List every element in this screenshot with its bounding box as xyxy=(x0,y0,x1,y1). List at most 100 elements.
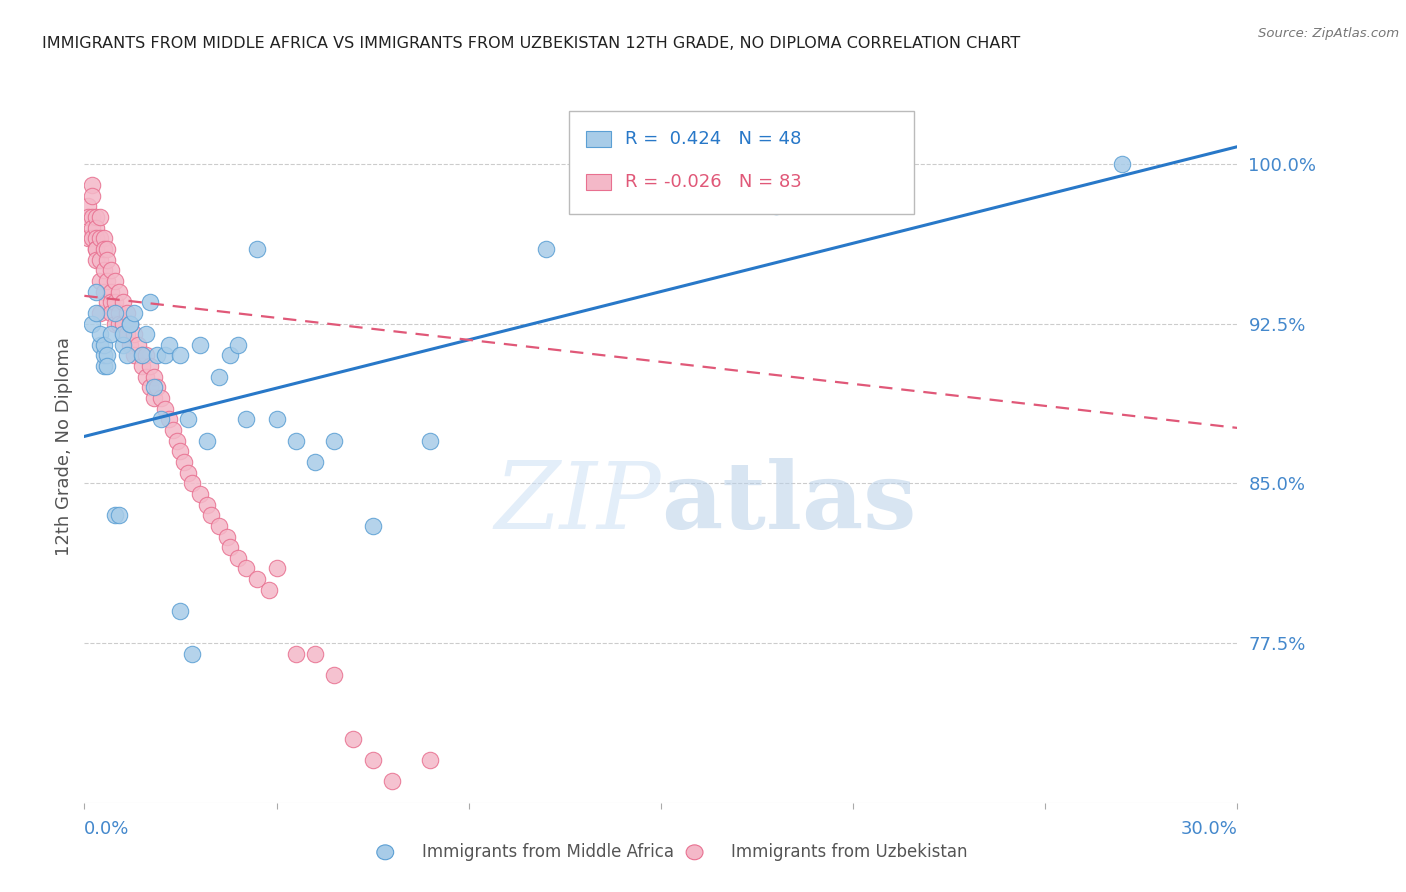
Point xyxy=(419,753,441,767)
Text: ZIP: ZIP xyxy=(494,458,661,548)
Point xyxy=(89,210,111,224)
Point xyxy=(111,295,134,310)
Point xyxy=(115,349,138,363)
Point xyxy=(765,199,787,213)
Point xyxy=(169,604,191,618)
Point xyxy=(96,274,118,288)
Point xyxy=(181,647,204,661)
Point xyxy=(323,434,346,448)
Point xyxy=(93,338,115,352)
Point xyxy=(96,295,118,310)
Point xyxy=(226,338,249,352)
Point xyxy=(89,327,111,342)
Point xyxy=(84,252,107,267)
Point xyxy=(534,242,557,256)
Point xyxy=(115,327,138,342)
Text: Source: ZipAtlas.com: Source: ZipAtlas.com xyxy=(1258,27,1399,40)
Point xyxy=(153,401,176,416)
Point xyxy=(246,242,269,256)
Point xyxy=(135,349,157,363)
Point xyxy=(93,359,115,373)
Point xyxy=(80,220,103,235)
Point xyxy=(200,508,222,523)
Point xyxy=(100,306,122,320)
Point xyxy=(100,327,122,342)
Point xyxy=(111,327,134,342)
Point xyxy=(142,380,165,394)
Point xyxy=(361,753,384,767)
Point xyxy=(361,519,384,533)
Point xyxy=(138,359,160,373)
Point xyxy=(80,231,103,245)
Point xyxy=(84,210,107,224)
Point xyxy=(93,263,115,277)
Point xyxy=(246,572,269,586)
Point xyxy=(146,380,169,394)
Point xyxy=(84,285,107,299)
Point xyxy=(235,561,257,575)
Point xyxy=(166,434,188,448)
Point xyxy=(111,327,134,342)
Point xyxy=(84,242,107,256)
Point xyxy=(96,359,118,373)
Point xyxy=(169,349,191,363)
Text: Immigrants from Uzbekistan: Immigrants from Uzbekistan xyxy=(731,843,967,861)
Point xyxy=(266,412,288,426)
Point xyxy=(146,349,169,363)
Circle shape xyxy=(686,845,703,860)
Point xyxy=(104,508,127,523)
Point xyxy=(381,774,404,789)
Point xyxy=(108,508,131,523)
Point xyxy=(135,369,157,384)
Point xyxy=(266,561,288,575)
Point xyxy=(235,412,257,426)
Point xyxy=(80,210,103,224)
Point xyxy=(150,412,173,426)
Point xyxy=(226,550,249,565)
Y-axis label: 12th Grade, No Diploma: 12th Grade, No Diploma xyxy=(55,336,73,556)
Point xyxy=(219,349,242,363)
Point xyxy=(89,274,111,288)
Point xyxy=(93,231,115,245)
Point xyxy=(284,647,307,661)
Point xyxy=(84,220,107,235)
Point xyxy=(104,317,127,331)
Point xyxy=(208,369,231,384)
Point xyxy=(115,306,138,320)
Point xyxy=(93,242,115,256)
Point xyxy=(142,391,165,405)
Point xyxy=(89,231,111,245)
Circle shape xyxy=(377,845,394,860)
Text: 0.0%: 0.0% xyxy=(84,820,129,838)
Point xyxy=(100,263,122,277)
Point xyxy=(342,731,364,746)
Point xyxy=(304,455,326,469)
Point xyxy=(195,434,218,448)
Point xyxy=(157,338,180,352)
Point xyxy=(111,338,134,352)
Point xyxy=(124,327,146,342)
Point xyxy=(96,242,118,256)
Text: R =  0.424   N = 48: R = 0.424 N = 48 xyxy=(626,130,801,148)
Text: R = -0.026   N = 83: R = -0.026 N = 83 xyxy=(626,173,801,191)
Point xyxy=(77,231,100,245)
Point xyxy=(177,466,200,480)
Point xyxy=(120,317,142,331)
Point xyxy=(104,295,127,310)
Point xyxy=(188,487,211,501)
Point xyxy=(124,349,146,363)
Point xyxy=(135,327,157,342)
Point xyxy=(104,274,127,288)
Point xyxy=(93,349,115,363)
Point xyxy=(138,295,160,310)
Point xyxy=(77,199,100,213)
Point xyxy=(84,306,107,320)
Point xyxy=(131,349,153,363)
Point xyxy=(89,252,111,267)
Point xyxy=(77,210,100,224)
Point xyxy=(93,285,115,299)
Point xyxy=(80,178,103,192)
Point xyxy=(157,412,180,426)
Point xyxy=(80,188,103,202)
Text: 30.0%: 30.0% xyxy=(1181,820,1237,838)
